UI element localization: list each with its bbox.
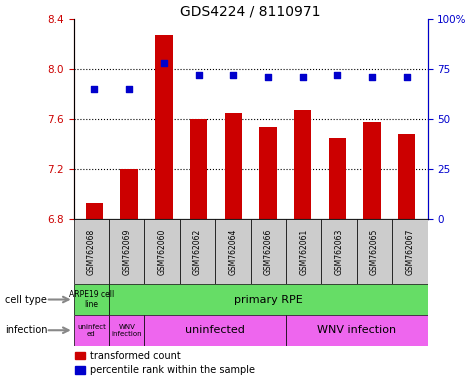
Point [368, 74, 376, 80]
Text: WNV
infection: WNV infection [112, 324, 142, 337]
Bar [74, 284, 109, 315]
Text: GSM762065: GSM762065 [370, 228, 379, 275]
Point [333, 72, 341, 78]
Text: GSM762063: GSM762063 [334, 228, 343, 275]
Text: GSM762061: GSM762061 [299, 228, 308, 275]
Point [299, 74, 306, 80]
Bar [86, 203, 103, 219]
Bar [76, 366, 86, 374]
Bar [180, 219, 215, 284]
Bar [357, 219, 392, 284]
Text: primary RPE: primary RPE [234, 295, 303, 305]
Bar [294, 110, 311, 219]
Bar [76, 352, 86, 359]
Bar [225, 113, 242, 219]
Bar [215, 219, 251, 284]
Bar [109, 219, 144, 284]
Text: cell type: cell type [5, 295, 47, 305]
Text: uninfected: uninfected [185, 325, 245, 335]
Point [125, 86, 133, 92]
Bar [398, 134, 415, 219]
Text: GSM762060: GSM762060 [158, 228, 167, 275]
Point [264, 74, 272, 80]
Text: uninfect
ed: uninfect ed [77, 324, 106, 337]
Bar [251, 219, 286, 284]
Text: GSM762068: GSM762068 [87, 228, 96, 275]
Point [403, 74, 410, 80]
Point [160, 60, 168, 66]
Text: GSM762062: GSM762062 [193, 228, 202, 275]
Bar [321, 219, 357, 284]
Bar [286, 315, 428, 346]
Text: GSM762066: GSM762066 [264, 228, 273, 275]
Bar [155, 35, 172, 219]
Text: GSM762064: GSM762064 [228, 228, 238, 275]
Text: WNV infection: WNV infection [317, 325, 396, 335]
Text: transformed count: transformed count [90, 351, 180, 361]
Bar [144, 315, 286, 346]
Bar [329, 138, 346, 219]
Bar [121, 169, 138, 219]
Title: GDS4224 / 8110971: GDS4224 / 8110971 [180, 4, 321, 18]
Bar [286, 219, 322, 284]
Text: GSM762069: GSM762069 [122, 228, 131, 275]
Bar [109, 315, 144, 346]
Bar [392, 219, 428, 284]
Text: GSM762067: GSM762067 [405, 228, 414, 275]
Point [229, 72, 237, 78]
Bar [259, 127, 276, 219]
Text: ARPE19 cell
line: ARPE19 cell line [69, 290, 114, 309]
Bar [74, 315, 109, 346]
Point [91, 86, 98, 92]
Point [195, 72, 202, 78]
Bar [363, 122, 380, 219]
Text: percentile rank within the sample: percentile rank within the sample [90, 365, 255, 375]
Bar [144, 219, 180, 284]
Bar [74, 219, 109, 284]
Text: infection: infection [5, 325, 47, 335]
Bar [190, 119, 207, 219]
